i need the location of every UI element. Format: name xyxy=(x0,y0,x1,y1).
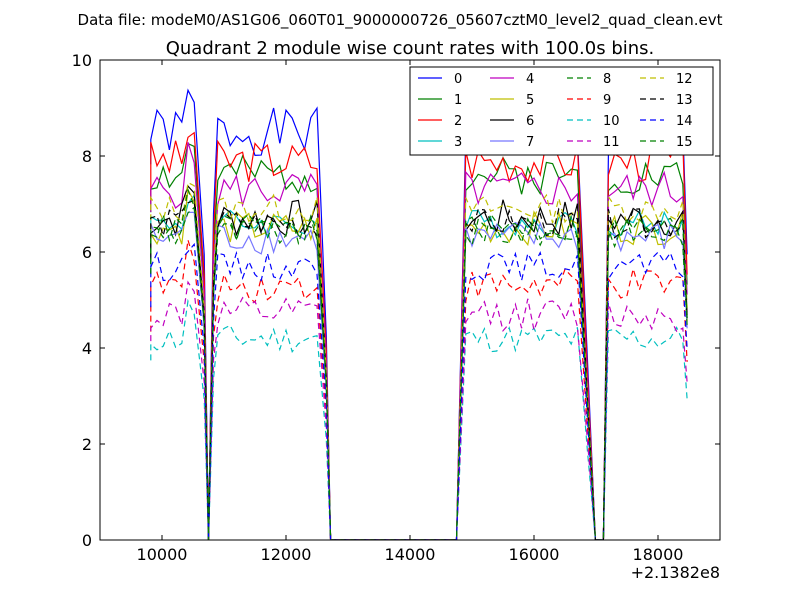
y-tick-label-0: 0 xyxy=(82,531,92,550)
series-layer xyxy=(150,88,688,540)
series-line-4 xyxy=(150,142,688,540)
legend-label-0: 0 xyxy=(454,72,462,87)
legend-label-13: 13 xyxy=(676,93,693,108)
legend-label-8: 8 xyxy=(603,72,611,87)
y-tick-label-3: 6 xyxy=(82,243,92,262)
series-line-14 xyxy=(150,242,688,540)
series-line-9 xyxy=(150,239,688,540)
x-offset-label: +2.1382e8 xyxy=(631,563,720,582)
series-line-10 xyxy=(150,298,688,540)
legend-box xyxy=(409,66,714,156)
x-tick-label-4: 18000 xyxy=(633,545,684,564)
legend-label-4: 4 xyxy=(526,72,534,87)
series-line-12 xyxy=(150,181,688,540)
x-tick-label-1: 12000 xyxy=(261,545,312,564)
data-file-label: Data file: modeM0/AS1G06_060T01_90000007… xyxy=(78,11,723,30)
x-tick-label-3: 16000 xyxy=(509,545,560,564)
y-tick-label-5: 10 xyxy=(72,51,92,70)
legend-label-7: 7 xyxy=(526,135,534,150)
legend-label-6: 6 xyxy=(526,114,534,129)
legend-label-2: 2 xyxy=(454,114,462,129)
legend-label-10: 10 xyxy=(603,114,620,129)
legend-label-14: 14 xyxy=(676,114,693,129)
y-tick-label-2: 4 xyxy=(82,339,92,358)
x-tick-label-2: 14000 xyxy=(385,545,436,564)
chart-title: Quadrant 2 module wise count rates with … xyxy=(166,38,655,59)
legend-label-9: 9 xyxy=(603,93,611,108)
legend-label-3: 3 xyxy=(454,135,462,150)
legend-label-12: 12 xyxy=(676,72,693,87)
series-line-11 xyxy=(150,280,688,540)
legend-label-5: 5 xyxy=(526,93,534,108)
legend-label-1: 1 xyxy=(454,93,462,108)
series-line-2 xyxy=(150,131,688,540)
series-line-7 xyxy=(150,211,688,540)
series-line-15 xyxy=(150,187,688,540)
legend-label-15: 15 xyxy=(676,135,693,150)
legend-label-11: 11 xyxy=(603,135,620,150)
x-tick-label-0: 10000 xyxy=(137,545,188,564)
series-line-13 xyxy=(150,199,688,540)
y-tick-label-4: 8 xyxy=(82,147,92,166)
y-tick-label-1: 2 xyxy=(82,435,92,454)
series-line-1 xyxy=(150,142,688,540)
